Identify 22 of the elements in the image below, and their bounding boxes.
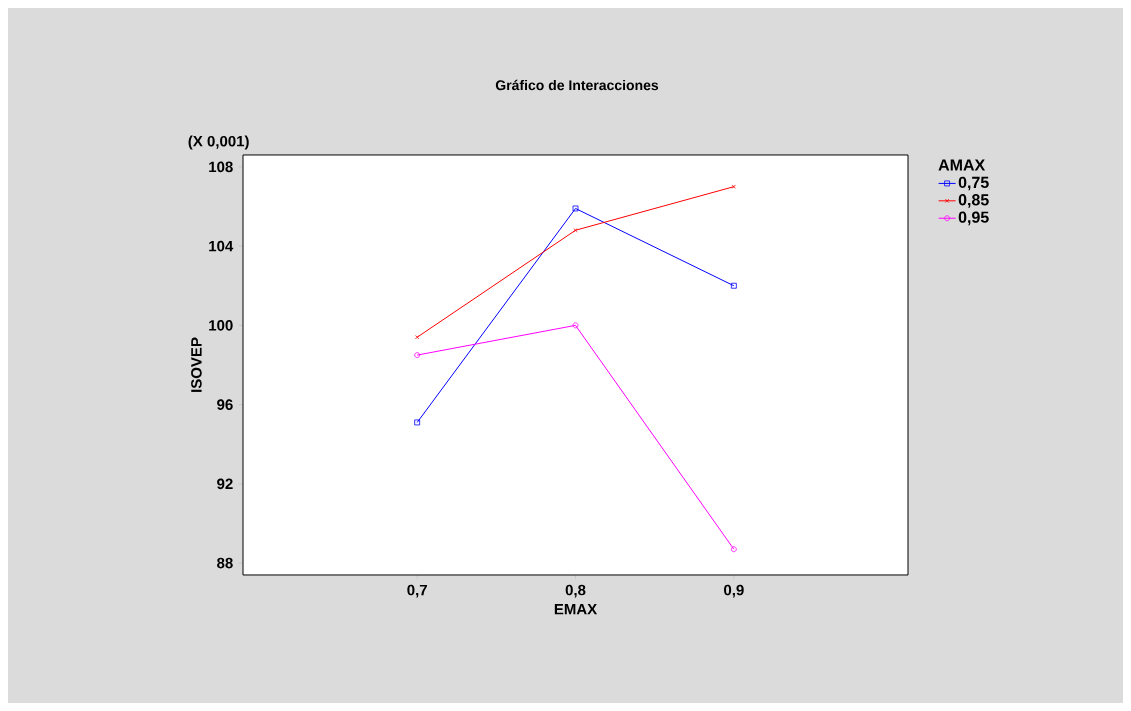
point [572, 322, 579, 329]
point [573, 228, 578, 233]
y-tick-label: 100 [209, 320, 233, 331]
point [414, 419, 421, 426]
point [572, 205, 579, 212]
y-tick-label: 108 [209, 161, 233, 173]
text: (X 0,001) [188, 135, 249, 150]
point [730, 282, 737, 289]
y-axis-title: ISOVEP [191, 337, 202, 392]
legend-label: 0,95 [958, 211, 989, 226]
x-tick-label: 0,9 [724, 584, 744, 598]
legend-label: 0,85 [958, 194, 989, 208]
y-tick-label: 96 [217, 399, 233, 410]
y-tick-label: 92 [217, 478, 233, 490]
y-tick-label: 88 [217, 557, 233, 569]
x-tick-label: 0,8 [565, 584, 586, 598]
legend-title: AMAX [938, 159, 986, 171]
legend-label: 0,75 [958, 176, 989, 191]
x-tick-label: 0,7 [407, 584, 427, 598]
x-axis-title: EMAX [554, 604, 598, 615]
y-tick-label: 104 [209, 240, 234, 252]
chart-title: Gráfico de Interacciones [495, 79, 659, 91]
